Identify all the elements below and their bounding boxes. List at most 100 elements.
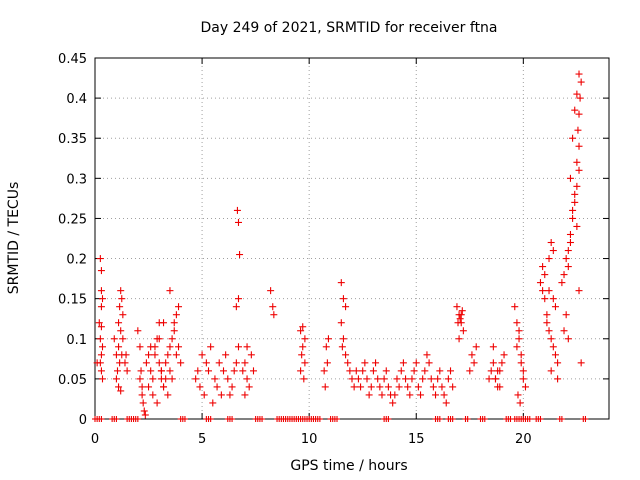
data-point — [321, 383, 329, 391]
data-point — [429, 383, 437, 391]
data-point — [560, 327, 568, 335]
data-point — [564, 335, 572, 343]
data-point — [489, 359, 497, 367]
data-point — [367, 383, 375, 391]
data-point — [147, 367, 155, 375]
data-point — [97, 287, 105, 295]
data-point — [470, 359, 478, 367]
data-point — [569, 214, 577, 222]
data-point — [571, 190, 579, 198]
data-point — [213, 383, 221, 391]
data-point — [402, 375, 410, 383]
zero-point — [464, 416, 471, 422]
data-point — [194, 367, 202, 375]
data-point — [549, 295, 557, 303]
data-point — [342, 303, 350, 311]
data-point — [177, 359, 185, 367]
data-point — [365, 391, 373, 399]
data-point — [516, 399, 524, 407]
data-point — [121, 359, 129, 367]
data-point — [149, 391, 157, 399]
zero-point — [449, 416, 456, 422]
data-point — [472, 343, 480, 351]
data-point — [337, 279, 345, 287]
data-point — [211, 375, 219, 383]
data-point — [541, 295, 549, 303]
data-point — [545, 327, 553, 335]
data-point — [369, 367, 377, 375]
data-points — [93, 70, 585, 419]
data-point — [241, 391, 249, 399]
zero-point — [181, 416, 188, 422]
data-point — [222, 351, 230, 359]
data-point — [447, 367, 455, 375]
data-point — [573, 222, 581, 230]
data-point — [320, 367, 328, 375]
data-point — [157, 375, 165, 383]
data-point — [348, 375, 356, 383]
data-point — [573, 90, 581, 98]
data-point — [575, 70, 583, 78]
data-point — [155, 319, 163, 327]
data-point — [117, 327, 125, 335]
data-point — [547, 239, 555, 247]
zero-point — [436, 416, 443, 422]
data-point — [170, 319, 178, 327]
data-point — [298, 351, 306, 359]
data-point — [545, 255, 553, 263]
y-axis-label: SRMTID / TECUs — [6, 182, 22, 295]
data-point — [384, 383, 392, 391]
data-point — [110, 335, 118, 343]
data-point — [496, 383, 504, 391]
data-point — [444, 375, 452, 383]
data-point — [247, 351, 255, 359]
data-point — [453, 303, 461, 311]
data-point — [241, 359, 249, 367]
data-point — [513, 343, 521, 351]
data-point — [419, 375, 427, 383]
data-point — [577, 78, 585, 86]
grid-lines — [95, 58, 609, 419]
data-point — [406, 391, 414, 399]
y-tick-label: 0.05 — [58, 373, 87, 388]
data-point — [539, 263, 547, 271]
data-point — [404, 383, 412, 391]
data-point — [166, 287, 174, 295]
data-point — [468, 351, 476, 359]
y-tick-label: 0.2 — [66, 253, 87, 268]
data-point — [519, 375, 527, 383]
zero-point — [134, 416, 141, 422]
y-tick-label: 0.3 — [66, 172, 87, 187]
data-point — [297, 367, 305, 375]
data-point — [267, 287, 275, 295]
data-point — [98, 343, 106, 351]
zero-point — [98, 416, 105, 422]
data-point — [417, 391, 425, 399]
data-point — [489, 343, 497, 351]
data-point — [138, 391, 146, 399]
data-point — [543, 319, 551, 327]
data-point — [378, 391, 386, 399]
data-point — [98, 375, 106, 383]
zero-value-markers — [92, 416, 589, 422]
data-point — [549, 247, 557, 255]
data-point — [115, 383, 123, 391]
data-point — [232, 303, 240, 311]
data-point — [562, 255, 570, 263]
data-point — [569, 134, 577, 142]
data-point — [434, 375, 442, 383]
data-point — [138, 383, 146, 391]
data-point — [115, 343, 123, 351]
zero-point — [334, 416, 341, 422]
data-point — [485, 375, 493, 383]
data-point — [239, 367, 247, 375]
data-point — [137, 367, 145, 375]
data-point — [175, 343, 183, 351]
data-point — [226, 391, 234, 399]
data-point — [551, 303, 559, 311]
data-point — [117, 287, 125, 295]
data-point — [344, 359, 352, 367]
data-point — [160, 383, 168, 391]
data-point — [97, 323, 105, 331]
data-point — [168, 375, 176, 383]
